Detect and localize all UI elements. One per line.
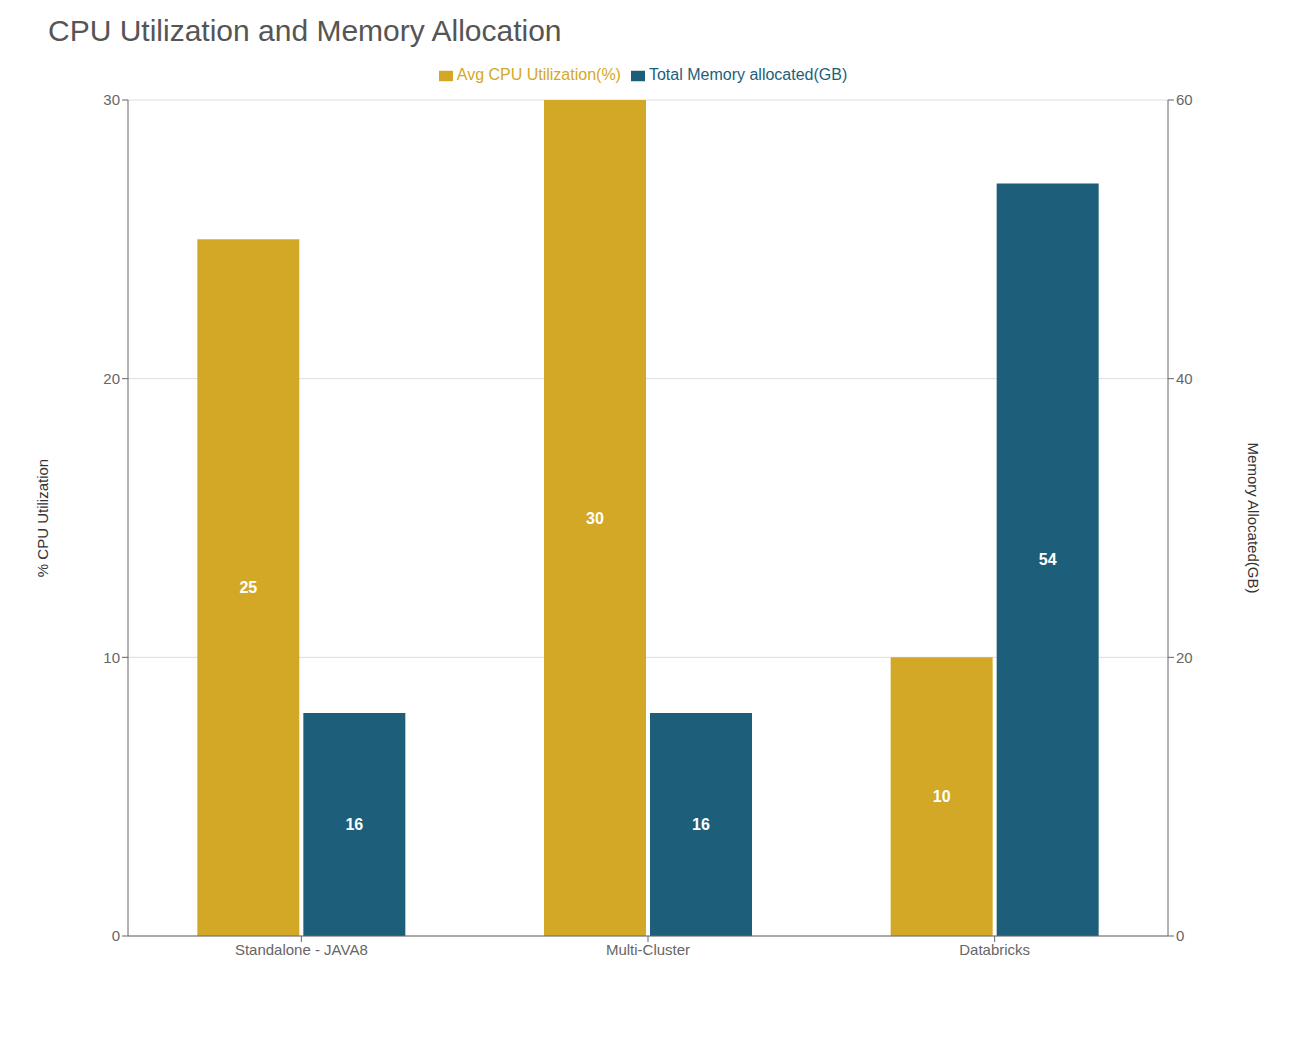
svg-text:40: 40	[1176, 370, 1193, 387]
svg-text:25: 25	[239, 579, 257, 596]
svg-text:30: 30	[586, 510, 604, 527]
svg-text:16: 16	[345, 816, 363, 833]
svg-text:10: 10	[933, 788, 951, 805]
svg-text:% CPU Utilization: % CPU Utilization	[34, 459, 51, 577]
svg-text:16: 16	[692, 816, 710, 833]
svg-text:54: 54	[1039, 551, 1057, 568]
svg-text:30: 30	[103, 91, 120, 108]
html-text:CPU Utilization and Memory All: CPU Utilization and Memory Allocation	[48, 14, 562, 47]
svg-text:0: 0	[1176, 927, 1184, 944]
svg-text:Standalone - JAVA8: Standalone - JAVA8	[235, 941, 368, 958]
html-text:Avg CPU Utilization(%): Avg CPU Utilization(%)	[456, 66, 621, 83]
svg-text:Multi-Cluster: Multi-Cluster	[606, 941, 690, 958]
svg-text:Databricks: Databricks	[959, 941, 1030, 958]
svg-text:20: 20	[103, 370, 120, 387]
svg-text:Memory Allocated(GB): Memory Allocated(GB)	[1245, 443, 1262, 594]
svg-text:60: 60	[1176, 91, 1193, 108]
svg-text:10: 10	[103, 649, 120, 666]
svg-text:0: 0	[112, 927, 120, 944]
svg-text:20: 20	[1176, 649, 1193, 666]
html-text:Total Memory allocated(GB): Total Memory allocated(GB)	[649, 66, 848, 83]
